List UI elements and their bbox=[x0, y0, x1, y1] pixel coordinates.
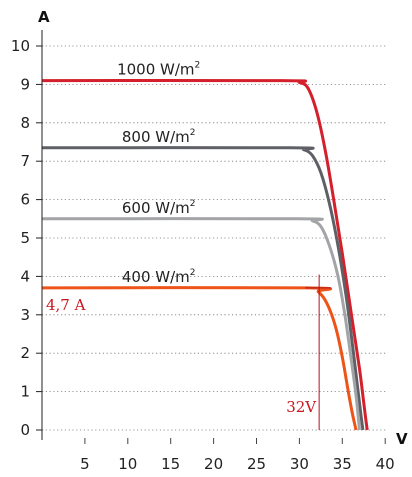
curve-label-superscript: 2 bbox=[190, 128, 196, 138]
y-tick-label: 9 bbox=[20, 75, 30, 93]
x-tick-label: 15 bbox=[161, 455, 180, 473]
curve-label-800: 800 W/m2 bbox=[122, 128, 196, 146]
curve-label-superscript: 2 bbox=[190, 268, 196, 278]
y-tick-label: 7 bbox=[20, 152, 30, 170]
x-tick-label: 25 bbox=[247, 455, 266, 473]
curve-label-text: 400 W/m bbox=[122, 268, 190, 286]
curve-label-superscript: 2 bbox=[195, 61, 201, 71]
voltage-annotation: 32V bbox=[286, 398, 317, 416]
x-tick-label: 10 bbox=[118, 455, 137, 473]
y-tick-label: 5 bbox=[20, 229, 30, 247]
curve-label-text: 1000 W/m bbox=[117, 61, 194, 79]
x-tick-label: 5 bbox=[80, 455, 90, 473]
tick-labels: 0 1 2 3 4 5 6 7 8 9 10 5 10 15 20 25 30 35 40 bbox=[11, 37, 395, 473]
y-tick-label: 4 bbox=[20, 267, 30, 285]
x-tick-label: 35 bbox=[333, 455, 352, 473]
y-tick-label: 0 bbox=[20, 421, 30, 439]
x-tick-label: 30 bbox=[290, 455, 309, 473]
curve-label-text: 800 W/m bbox=[122, 128, 190, 146]
curve-600-wm2 bbox=[41, 217, 361, 431]
curve-label-superscript: 2 bbox=[190, 199, 196, 209]
curve-800-wm2 bbox=[41, 146, 365, 431]
curve-label-400: 400 W/m2 bbox=[122, 268, 196, 286]
y-tick-label: 1 bbox=[20, 383, 30, 401]
x-tick-label: 20 bbox=[204, 455, 223, 473]
curve-400-wm2 bbox=[41, 286, 358, 431]
x-tick-label: 40 bbox=[376, 455, 395, 473]
curve-1000-wm2 bbox=[41, 78, 369, 431]
curve-label-600: 600 W/m2 bbox=[122, 199, 196, 217]
curves bbox=[41, 78, 369, 431]
annotations: 4,7 A 32V bbox=[46, 274, 332, 430]
y-tick-label: 6 bbox=[20, 191, 30, 209]
x-axis-title: V bbox=[396, 430, 408, 448]
curve-label-1000: 1000 W/m2 bbox=[117, 61, 200, 79]
current-annotation: 4,7 A bbox=[46, 296, 86, 314]
grid-lines bbox=[42, 45, 386, 431]
y-tick-label: 2 bbox=[20, 344, 30, 362]
y-tick-label: 3 bbox=[20, 306, 30, 324]
y-axis-title: A bbox=[38, 8, 50, 26]
y-tick-label: 10 bbox=[11, 37, 30, 55]
y-tick-label: 8 bbox=[20, 114, 30, 132]
curve-label-text: 600 W/m bbox=[122, 199, 190, 217]
